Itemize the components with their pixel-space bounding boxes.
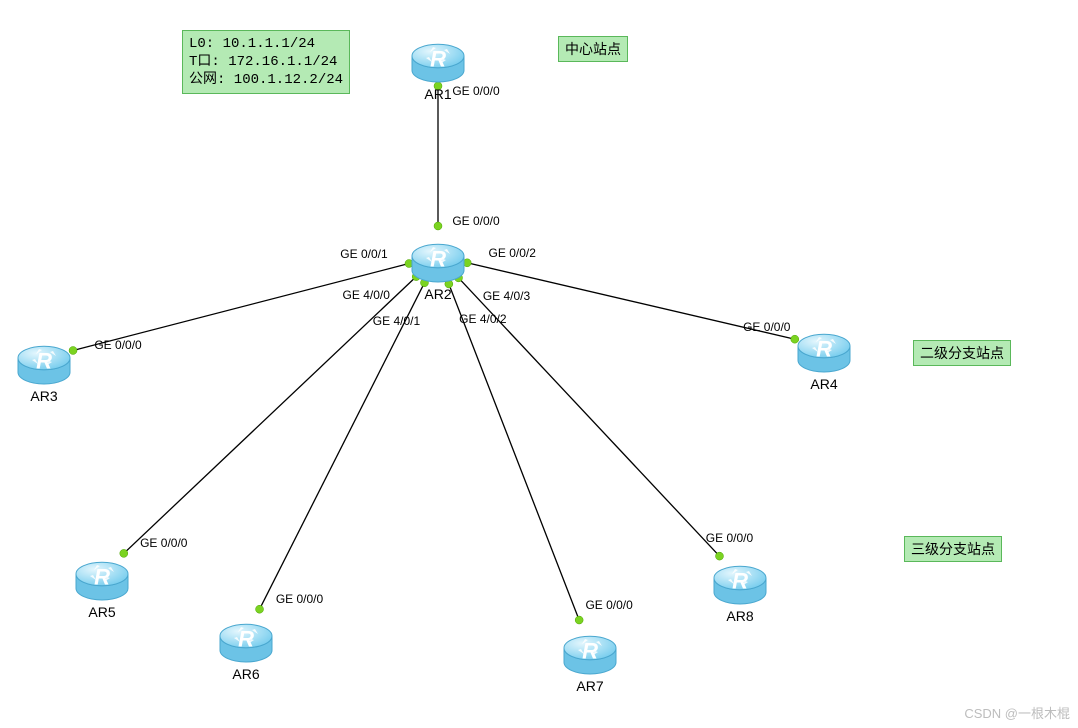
port-label: GE 0/0/0 bbox=[276, 592, 323, 606]
port-label: GE 0/0/0 bbox=[585, 598, 632, 612]
port-dot bbox=[405, 260, 413, 268]
diagram-canvas: R R R R R R R R L0: 10.1.1.1/24 T口: 172.16.1.1/… bbox=[0, 0, 1078, 728]
router-ar8[interactable]: R bbox=[714, 566, 766, 604]
router-ar4[interactable]: R bbox=[798, 334, 850, 372]
router-ar2[interactable]: R bbox=[412, 244, 464, 282]
router-ar7[interactable]: R bbox=[564, 636, 616, 674]
port-dot bbox=[434, 222, 442, 230]
port-dot bbox=[455, 274, 463, 282]
port-dot bbox=[715, 552, 723, 560]
svg-text:R: R bbox=[816, 337, 832, 362]
port-dot bbox=[575, 616, 583, 624]
node-label-ar4: AR4 bbox=[810, 376, 837, 392]
port-label: GE 0/0/0 bbox=[452, 214, 499, 228]
port-dot bbox=[412, 273, 420, 281]
svg-text:R: R bbox=[732, 569, 748, 594]
router-ar6[interactable]: R bbox=[220, 624, 272, 662]
node-label-ar1: AR1 bbox=[424, 86, 451, 102]
port-dot bbox=[463, 259, 471, 267]
port-label: GE 0/0/0 bbox=[94, 338, 141, 352]
port-label: GE 0/0/0 bbox=[452, 84, 499, 98]
port-label: GE 0/0/0 bbox=[140, 536, 187, 550]
port-label: GE 0/0/0 bbox=[743, 320, 790, 334]
port-dot bbox=[256, 605, 264, 613]
svg-text:R: R bbox=[36, 349, 52, 374]
link-AR2-AR7 bbox=[447, 280, 580, 624]
port-label: GE 0/0/1 bbox=[340, 247, 387, 261]
port-label: GE 4/0/1 bbox=[373, 314, 420, 328]
node-label-ar6: AR6 bbox=[232, 666, 259, 682]
port-label: GE 0/0/2 bbox=[489, 246, 536, 260]
port-dot bbox=[791, 335, 799, 343]
watermark: CSDN @一根木棍 bbox=[964, 703, 1070, 722]
node-label-ar8: AR8 bbox=[726, 608, 753, 624]
port-dot bbox=[120, 549, 128, 557]
node-label-ar2: AR2 bbox=[424, 286, 451, 302]
router-ar3[interactable]: R bbox=[18, 346, 70, 384]
port-label: GE 4/0/3 bbox=[483, 289, 530, 303]
port-label: GE 0/0/0 bbox=[706, 531, 753, 545]
tag-level3: 三级分支站点 bbox=[904, 536, 1002, 562]
info-box: L0: 10.1.1.1/24 T口: 172.16.1.1/24 公网: 10… bbox=[182, 30, 350, 94]
router-ar5[interactable]: R bbox=[76, 562, 128, 600]
link-AR2-AR6 bbox=[258, 279, 427, 613]
node-label-ar7: AR7 bbox=[576, 678, 603, 694]
svg-text:R: R bbox=[94, 565, 110, 590]
router-ar1[interactable]: R bbox=[412, 44, 464, 82]
port-label: GE 4/0/0 bbox=[343, 288, 390, 302]
tag-level2: 二级分支站点 bbox=[913, 340, 1011, 366]
svg-text:R: R bbox=[582, 639, 598, 664]
port-label: GE 4/0/2 bbox=[459, 312, 506, 326]
node-label-ar3: AR3 bbox=[30, 388, 57, 404]
svg-text:R: R bbox=[430, 247, 446, 272]
svg-text:R: R bbox=[430, 47, 446, 72]
node-label-ar5: AR5 bbox=[88, 604, 115, 620]
svg-text:R: R bbox=[238, 627, 254, 652]
tag-center: 中心站点 bbox=[558, 36, 628, 62]
port-dot bbox=[69, 346, 77, 354]
